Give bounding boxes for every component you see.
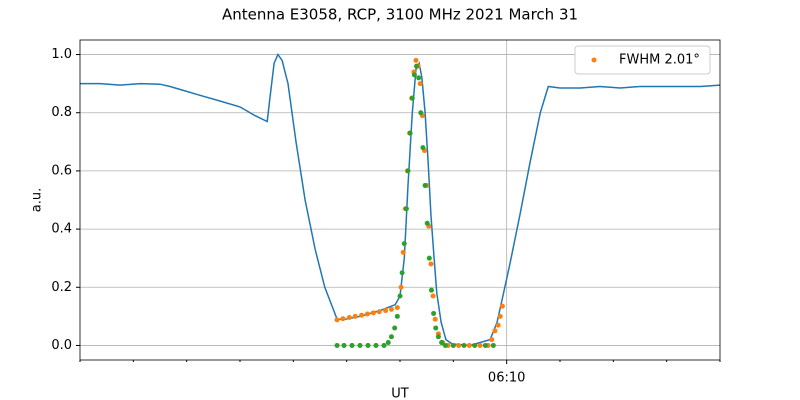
data-line [80,52,721,347]
data-point [409,95,415,101]
data-point [482,342,488,348]
legend-marker [591,57,597,63]
data-point [439,340,445,346]
data-point [359,312,365,318]
x-tick-label: 06:10 [488,371,525,386]
data-point [364,311,370,317]
data-point [466,342,472,348]
data-point [388,306,394,312]
plot-frame [79,39,721,361]
data-point [456,342,462,348]
data-point [397,293,403,299]
data-point [383,308,389,314]
data-point [428,261,434,267]
data-point [403,206,409,212]
y-tick-label: 0.2 [51,280,72,295]
data-point [381,342,387,348]
chart-title: Antenna E3058, RCP, 3100 MHz 2021 March … [222,6,578,24]
y-axis-label: a.u. [30,188,45,212]
data-point [416,75,422,81]
data-point [349,342,355,348]
data-point [450,342,456,348]
data-point [499,303,505,309]
data-point [334,317,340,323]
data-point [399,270,405,276]
data-point [435,334,441,340]
data-point [398,284,404,290]
data-point [373,342,379,348]
x-axis-label: UT [391,387,409,400]
data-point [430,293,436,299]
data-point [401,241,407,247]
data-point [432,316,438,322]
data-point [411,72,417,78]
data-point [407,130,413,136]
data-point [472,342,478,348]
data-point [334,342,340,348]
data-point [426,255,432,261]
data-point [422,182,428,188]
data-point [414,63,420,69]
data-point [424,220,430,226]
y-tick-label: 0.4 [51,222,72,237]
data-point [417,81,423,87]
data-point [352,313,358,319]
y-tick-label: 0.6 [51,163,72,178]
data-point [433,325,439,331]
data-point [388,334,394,340]
y-tick-label: 0.0 [51,338,72,353]
data-point [490,342,496,348]
data-point [431,310,437,316]
data-point [489,337,495,343]
data-point [495,322,501,328]
legend-box [574,45,711,75]
y-tick-label: 0.8 [51,105,72,120]
data-point [418,110,424,116]
data-point [497,313,503,319]
legend-label: FWHM 2.01° [619,53,700,68]
data-point [442,342,448,348]
data-point [340,316,346,322]
data-point [461,342,467,348]
data-point [492,328,498,334]
data-point [392,325,398,331]
data-point [357,342,363,348]
data-point [385,340,391,346]
data-point [394,305,400,311]
data-point [376,309,382,315]
data-point [346,315,352,321]
data-point [428,287,434,293]
data-point [400,249,406,255]
y-tick-label: 1.0 [51,47,72,62]
data-point [341,342,347,348]
data-point [370,310,376,316]
data-point [365,342,371,348]
data-point [405,168,411,174]
data-point [394,313,400,319]
data-point [477,342,483,348]
data-point [413,57,419,63]
data-point [420,145,426,151]
